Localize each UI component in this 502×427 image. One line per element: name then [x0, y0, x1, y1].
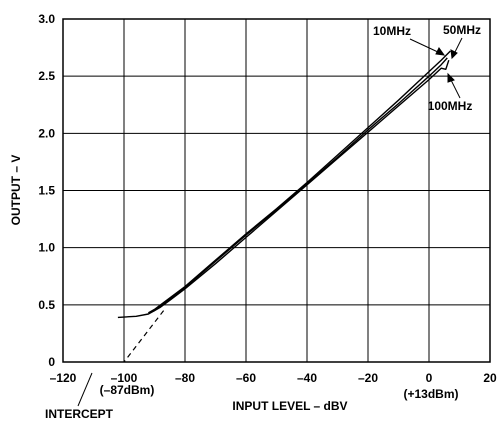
legend-label-100mhz: 100MHz [428, 99, 473, 113]
annotation-high-dbm: (+13dBm) [403, 387, 458, 401]
y-tick-label: 3.0 [38, 12, 55, 26]
x-tick-label: 0 [426, 371, 433, 385]
x-tick-label: –80 [175, 371, 195, 385]
intercept-pointer [77, 372, 93, 407]
y-tick-label: 1.0 [38, 241, 55, 255]
series-line-0 [117, 57, 448, 319]
legend-label-50mhz: 50MHz [443, 23, 481, 37]
y-tick-label: 0 [48, 355, 55, 369]
grid [63, 19, 490, 362]
series-lines [117, 50, 451, 363]
y-tick-label: 2.0 [38, 126, 55, 140]
legend-label-10mhz: 10MHz [373, 24, 411, 38]
x-tick-label: –60 [236, 371, 256, 385]
y-tick-label: 1.5 [38, 184, 55, 198]
x-tick-label: 20 [483, 371, 497, 385]
leader-arrows [409, 37, 463, 99]
y-tick-label: 2.5 [38, 69, 55, 83]
x-tick-labels: –120 –100 –80 –60 –40 –20 0 20 [50, 371, 497, 385]
x-tick-label: –40 [297, 371, 317, 385]
y-tick-label: 0.5 [38, 298, 55, 312]
annotation-low-dbm: (–87dBm) [100, 383, 155, 397]
x-tick-label: –100 [111, 371, 138, 385]
intercept-dashed-line [123, 310, 165, 363]
series-line-1 [148, 50, 451, 314]
y-tick-labels: 0 0.5 1.0 1.5 2.0 2.5 3.0 [38, 12, 55, 369]
x-tick-label: –120 [50, 371, 77, 385]
plot-frame [62, 18, 491, 363]
x-axis-label: INPUT LEVEL – dBV [232, 399, 347, 413]
series-line-2 [148, 59, 450, 314]
y-axis-label: OUTPUT – V [9, 155, 23, 226]
x-tick-label: –20 [358, 371, 378, 385]
annotation-intercept: INTERCEPT [45, 407, 114, 421]
